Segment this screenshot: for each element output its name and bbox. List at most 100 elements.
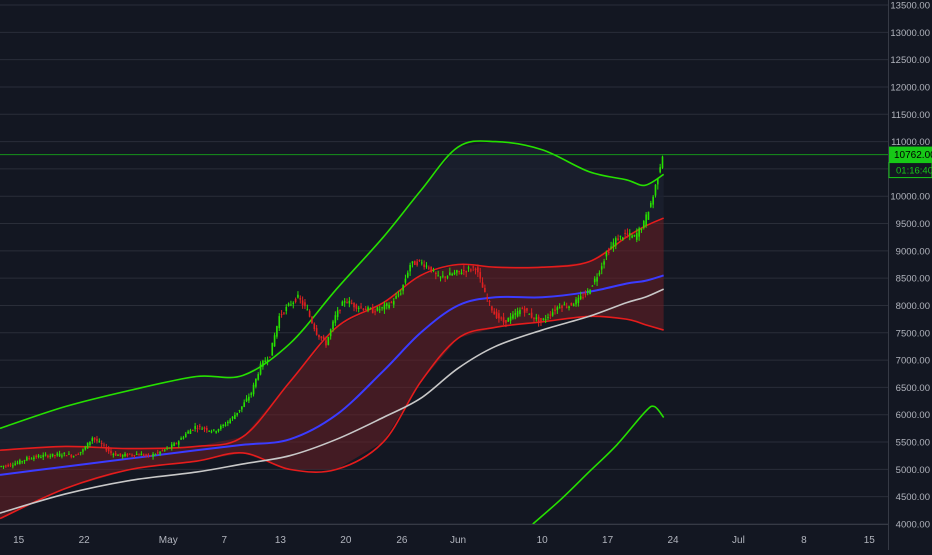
candle-body[interactable] <box>610 246 612 249</box>
candle-body[interactable] <box>210 431 213 433</box>
candle-body[interactable] <box>593 278 596 283</box>
candle-body[interactable] <box>299 298 302 300</box>
candle-body[interactable] <box>278 316 281 329</box>
candle-body[interactable] <box>514 313 517 315</box>
candle-body[interactable] <box>2 465 5 467</box>
candle-body[interactable] <box>467 267 470 269</box>
candle-body[interactable] <box>117 454 119 456</box>
candle-body[interactable] <box>100 443 103 445</box>
candle-body[interactable] <box>262 360 264 367</box>
candle-body[interactable] <box>30 458 33 460</box>
candle-body[interactable] <box>423 264 425 268</box>
candle-body[interactable] <box>547 317 549 319</box>
candle-body[interactable] <box>180 438 182 440</box>
candle-body[interactable] <box>49 455 52 457</box>
candle-body[interactable] <box>565 306 568 308</box>
candle-body[interactable] <box>353 302 355 308</box>
candle-body[interactable] <box>222 425 224 427</box>
candle-body[interactable] <box>138 454 140 456</box>
candle-body[interactable] <box>269 356 271 358</box>
candle-body[interactable] <box>215 431 217 433</box>
candle-body[interactable] <box>241 406 243 410</box>
candle-body[interactable] <box>276 326 278 337</box>
candle-body[interactable] <box>427 267 430 269</box>
candle-body[interactable] <box>156 452 159 454</box>
candle-body[interactable] <box>231 416 234 419</box>
candle-body[interactable] <box>493 311 496 315</box>
candle-body[interactable] <box>367 307 369 311</box>
candle-body[interactable] <box>257 374 260 380</box>
candle-body[interactable] <box>544 318 547 320</box>
candle-body[interactable] <box>147 454 150 456</box>
candle-body[interactable] <box>110 450 112 454</box>
candle-body[interactable] <box>474 268 477 270</box>
candle-body[interactable] <box>416 261 418 266</box>
candle-body[interactable] <box>369 308 372 310</box>
candle-body[interactable] <box>51 453 54 457</box>
candle-body[interactable] <box>301 300 304 306</box>
candle-body[interactable] <box>37 455 40 458</box>
candle-body[interactable] <box>103 444 105 446</box>
candle-body[interactable] <box>124 453 126 457</box>
candle-body[interactable] <box>313 323 316 330</box>
candle-body[interactable] <box>70 454 73 457</box>
candle-body[interactable] <box>283 312 285 314</box>
candle-body[interactable] <box>343 301 346 303</box>
candle-body[interactable] <box>598 272 601 275</box>
candle-body[interactable] <box>248 396 250 401</box>
candle-body[interactable] <box>500 317 503 319</box>
candle-body[interactable] <box>451 273 453 276</box>
candle-body[interactable] <box>406 272 409 278</box>
candle-body[interactable] <box>213 429 215 431</box>
candle-body[interactable] <box>463 269 465 271</box>
candle-body[interactable] <box>189 430 192 434</box>
candle-body[interactable] <box>446 276 449 278</box>
candle-body[interactable] <box>107 448 110 452</box>
candle-body[interactable] <box>362 308 365 311</box>
candle-body[interactable] <box>290 304 292 306</box>
candle-body[interactable] <box>486 297 489 299</box>
candle-body[interactable] <box>605 252 608 257</box>
candle-body[interactable] <box>444 276 446 278</box>
candle-body[interactable] <box>65 455 68 457</box>
candle-body[interactable] <box>661 156 664 168</box>
candle-body[interactable] <box>72 456 75 458</box>
candle-body[interactable] <box>642 221 645 229</box>
candle-body[interactable] <box>442 275 444 277</box>
candle-body[interactable] <box>477 267 479 273</box>
candle-body[interactable] <box>657 178 659 185</box>
candle-body[interactable] <box>549 314 552 316</box>
candle-body[interactable] <box>582 297 584 299</box>
candle-body[interactable] <box>252 384 255 395</box>
candle-body[interactable] <box>385 303 388 306</box>
candle-body[interactable] <box>44 454 47 456</box>
candle-body[interactable] <box>121 454 124 457</box>
candle-body[interactable] <box>19 460 21 464</box>
candle-body[interactable] <box>456 270 458 273</box>
candle-body[interactable] <box>245 398 248 402</box>
candle-body[interactable] <box>12 465 14 467</box>
candle-body[interactable] <box>523 308 526 313</box>
candle-body[interactable] <box>26 457 28 461</box>
candle-body[interactable] <box>568 306 570 308</box>
candle-body[interactable] <box>133 455 136 457</box>
candle-body[interactable] <box>79 451 82 454</box>
candles[interactable] <box>0 155 664 470</box>
candle-body[interactable] <box>119 453 122 456</box>
candle-body[interactable] <box>392 301 395 305</box>
candle-body[interactable] <box>402 284 404 291</box>
candle-body[interactable] <box>521 308 524 310</box>
candle-body[interactable] <box>437 275 439 277</box>
candle-body[interactable] <box>540 318 542 323</box>
candle-body[interactable] <box>23 460 26 462</box>
candle-body[interactable] <box>287 303 290 306</box>
candle-body[interactable] <box>217 429 220 432</box>
candle-body[interactable] <box>600 266 603 270</box>
candle-body[interactable] <box>273 335 276 347</box>
candle-body[interactable] <box>551 312 554 316</box>
candle-body[interactable] <box>152 453 154 457</box>
candle-body[interactable] <box>470 269 472 271</box>
candle-body[interactable] <box>259 363 262 375</box>
